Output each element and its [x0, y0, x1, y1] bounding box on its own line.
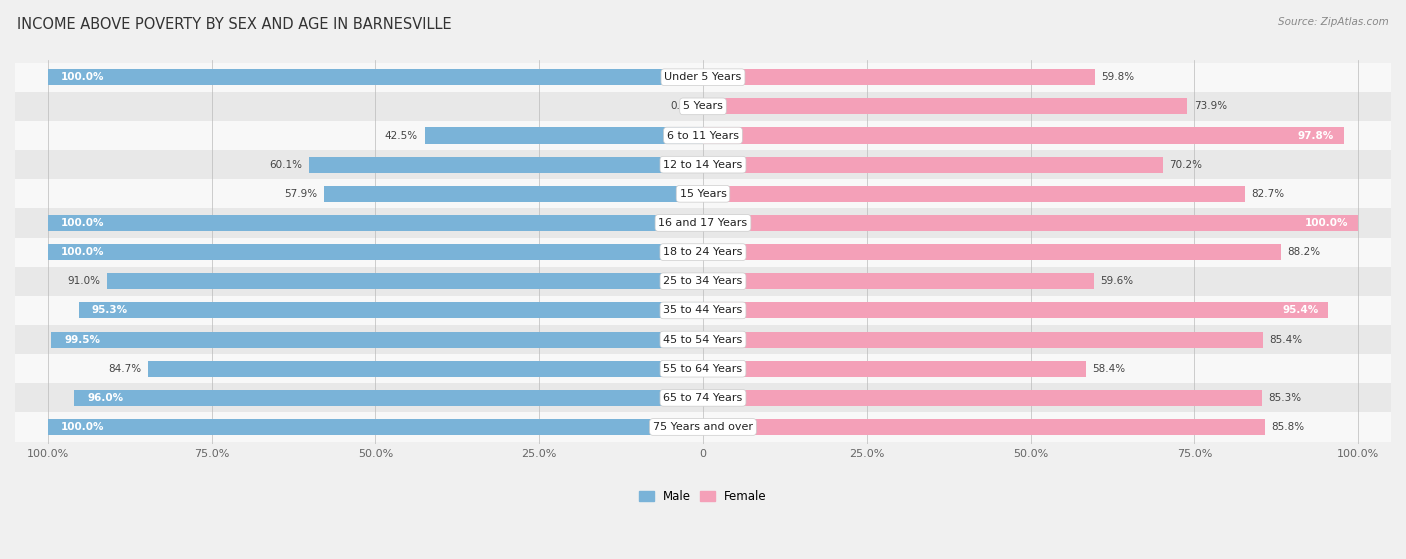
- Bar: [703, 361, 1085, 377]
- Bar: [703, 244, 1281, 260]
- Bar: [79, 302, 703, 319]
- Text: 6 to 11 Years: 6 to 11 Years: [666, 130, 740, 140]
- Bar: [703, 302, 1329, 319]
- Text: 96.0%: 96.0%: [87, 393, 124, 403]
- Text: 100.0%: 100.0%: [60, 247, 104, 257]
- Bar: [703, 215, 1358, 231]
- Text: 95.4%: 95.4%: [1282, 305, 1319, 315]
- Bar: [703, 127, 1344, 144]
- Text: 5 Years: 5 Years: [683, 101, 723, 111]
- Text: 70.2%: 70.2%: [1170, 160, 1202, 169]
- Text: 55 to 64 Years: 55 to 64 Years: [664, 364, 742, 373]
- Text: 58.4%: 58.4%: [1092, 364, 1125, 373]
- Bar: [309, 157, 703, 173]
- Bar: [703, 419, 1265, 435]
- Text: 85.4%: 85.4%: [1270, 334, 1302, 344]
- Text: 25 to 34 Years: 25 to 34 Years: [664, 276, 742, 286]
- Text: 15 Years: 15 Years: [679, 189, 727, 199]
- Bar: [703, 331, 1263, 348]
- Text: 60.1%: 60.1%: [270, 160, 302, 169]
- Text: Source: ZipAtlas.com: Source: ZipAtlas.com: [1278, 17, 1389, 27]
- Bar: [15, 63, 1391, 92]
- Text: 85.8%: 85.8%: [1272, 422, 1305, 432]
- Text: 65 to 74 Years: 65 to 74 Years: [664, 393, 742, 403]
- Text: 91.0%: 91.0%: [67, 276, 100, 286]
- Bar: [15, 325, 1391, 354]
- Bar: [48, 419, 703, 435]
- Text: 100.0%: 100.0%: [1305, 218, 1348, 228]
- Bar: [75, 390, 703, 406]
- Bar: [148, 361, 703, 377]
- Text: 88.2%: 88.2%: [1288, 247, 1320, 257]
- Bar: [703, 390, 1263, 406]
- Text: 75 Years and over: 75 Years and over: [652, 422, 754, 432]
- Bar: [51, 331, 703, 348]
- Text: 59.8%: 59.8%: [1101, 72, 1135, 82]
- Text: 95.3%: 95.3%: [91, 305, 128, 315]
- Bar: [15, 92, 1391, 121]
- Bar: [703, 157, 1163, 173]
- Bar: [48, 215, 703, 231]
- Text: 12 to 14 Years: 12 to 14 Years: [664, 160, 742, 169]
- Bar: [425, 127, 703, 144]
- Text: 16 and 17 Years: 16 and 17 Years: [658, 218, 748, 228]
- Text: 100.0%: 100.0%: [60, 218, 104, 228]
- Text: 97.8%: 97.8%: [1298, 130, 1334, 140]
- Text: 100.0%: 100.0%: [60, 72, 104, 82]
- Bar: [15, 238, 1391, 267]
- Text: 35 to 44 Years: 35 to 44 Years: [664, 305, 742, 315]
- Text: 99.5%: 99.5%: [65, 334, 100, 344]
- Text: 73.9%: 73.9%: [1194, 101, 1227, 111]
- Bar: [15, 413, 1391, 442]
- Bar: [703, 98, 1187, 115]
- Bar: [703, 69, 1095, 85]
- Bar: [15, 354, 1391, 383]
- Text: Under 5 Years: Under 5 Years: [665, 72, 741, 82]
- Bar: [15, 150, 1391, 179]
- Text: 100.0%: 100.0%: [60, 422, 104, 432]
- Bar: [15, 121, 1391, 150]
- Bar: [48, 244, 703, 260]
- Bar: [15, 267, 1391, 296]
- Bar: [48, 69, 703, 85]
- Text: 82.7%: 82.7%: [1251, 189, 1285, 199]
- Text: 57.9%: 57.9%: [284, 189, 318, 199]
- Text: 85.3%: 85.3%: [1268, 393, 1302, 403]
- Bar: [703, 273, 1094, 289]
- Text: 18 to 24 Years: 18 to 24 Years: [664, 247, 742, 257]
- Bar: [15, 179, 1391, 209]
- Text: 59.6%: 59.6%: [1099, 276, 1133, 286]
- Text: 45 to 54 Years: 45 to 54 Years: [664, 334, 742, 344]
- Bar: [15, 209, 1391, 238]
- Text: 42.5%: 42.5%: [385, 130, 418, 140]
- Text: 84.7%: 84.7%: [108, 364, 142, 373]
- Bar: [15, 296, 1391, 325]
- Bar: [15, 383, 1391, 413]
- Bar: [323, 186, 703, 202]
- Text: INCOME ABOVE POVERTY BY SEX AND AGE IN BARNESVILLE: INCOME ABOVE POVERTY BY SEX AND AGE IN B…: [17, 17, 451, 32]
- Bar: [107, 273, 703, 289]
- Text: 0.0%: 0.0%: [671, 101, 696, 111]
- Legend: Male, Female: Male, Female: [634, 485, 772, 508]
- Bar: [703, 186, 1244, 202]
